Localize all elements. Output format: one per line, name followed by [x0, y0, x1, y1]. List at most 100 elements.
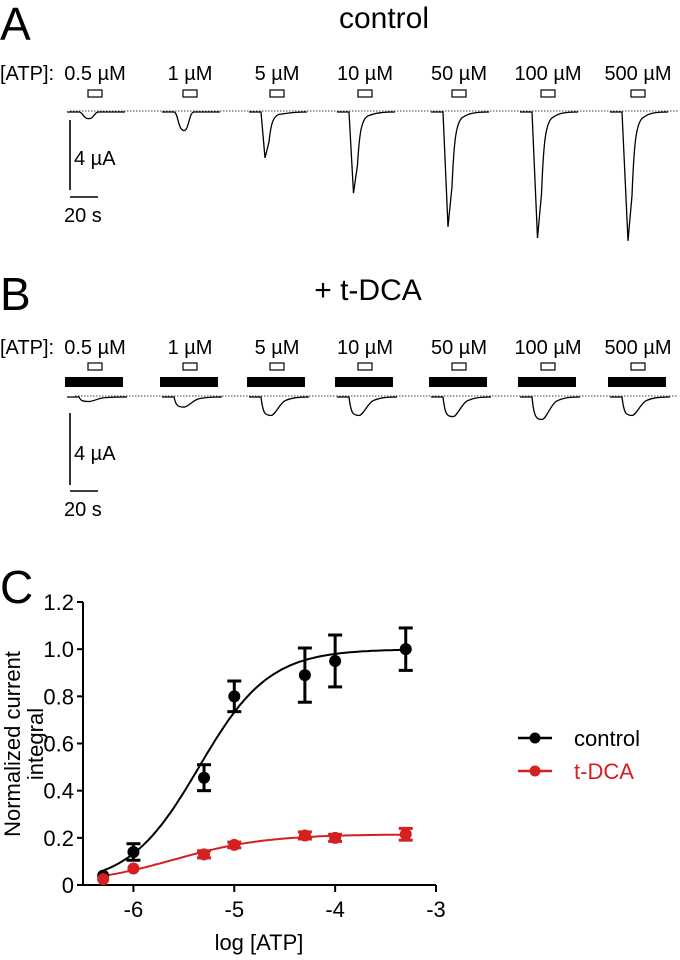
b-concentration-label: 500 µM: [604, 337, 671, 359]
b-concentration-label: 0.5 µM: [64, 337, 126, 359]
chart-y-tick-label: 1.2: [43, 590, 74, 615]
a-concentration-label: 5 µM: [255, 63, 300, 85]
b-atp-application-box: [269, 362, 285, 371]
b-current-trace: [337, 396, 398, 417]
chart-axes: 0 0.2 0.4 0.6 0.8 1.0 1.2 -6 -5 -4 -3: [43, 590, 445, 922]
b-concentration-label: 1 µM: [168, 337, 213, 359]
b-atp-application-box: [182, 362, 198, 371]
panel-a-traces: [67, 111, 669, 241]
a-atp-application-box: [540, 89, 556, 98]
chart-x-tick-label: -5: [225, 897, 245, 922]
b-atp-application-box: [630, 362, 646, 371]
data-point-t-dca: [228, 838, 241, 851]
a-atp-application-box: [269, 89, 285, 98]
data-point-control: [298, 669, 311, 682]
panel-a-letter: A: [0, 0, 31, 50]
data-point-t-dca: [298, 829, 311, 842]
chart-legend: control t-DCA: [518, 726, 640, 784]
a-atp-application-box: [182, 89, 198, 98]
chart-x-tick-label: -4: [325, 897, 345, 922]
a-current-trace: [431, 111, 490, 227]
b-current-trace: [162, 396, 223, 408]
a-concentration-label: 100 µM: [514, 63, 581, 85]
legend-marker-control: [529, 732, 541, 744]
data-point-t-dca: [198, 848, 211, 861]
a-atp-application-box: [87, 89, 103, 98]
data-point-control: [399, 643, 412, 656]
tdca-application-bar: [429, 377, 487, 387]
chart-x-axis-label: log [ATP]: [215, 930, 304, 955]
b-current-trace: [610, 396, 671, 417]
data-point-control: [329, 654, 342, 667]
a-concentration-label: 10 µM: [337, 63, 393, 85]
panel-b-application-boxes: [87, 362, 646, 371]
b-atp-application-box: [357, 362, 373, 371]
chart-y-tick-label: 1.0: [43, 637, 74, 662]
a-atp-application-box: [630, 89, 646, 98]
a-current-trace: [337, 111, 396, 194]
data-point-t-dca: [399, 828, 412, 841]
data-point-control: [198, 771, 211, 784]
chart-y-tick-label: 0.2: [43, 826, 74, 851]
chart-y-tick-label: 0.6: [43, 732, 74, 757]
chart-x-tick-label: -6: [124, 897, 144, 922]
tdca-application-bar: [335, 377, 393, 387]
b-atp-application-box: [451, 362, 467, 371]
panel-b-concentration-labels: 0.5 µM 1 µM 5 µM 10 µM 50 µM 100 µM 500 µM: [64, 337, 671, 359]
panel-b: B + t-DCA [ATP]: 0.5 µM 1 µM 5 µM 10 µM 50 µ…: [0, 268, 678, 521]
panel-c: C 0 0.2 0.4 0.6 0.8 1.0 1.2 -6 -5 -4 -3 control t-D…: [0, 561, 640, 955]
fit-curve-t-dca: [103, 833, 406, 877]
legend-marker-t-dca: [529, 765, 541, 777]
panel-c-letter: C: [0, 561, 33, 613]
panel-a-current-scale-label: 4 µA: [74, 148, 116, 170]
a-concentration-label: 0.5 µM: [64, 63, 126, 85]
panel-b-current-scale-label: 4 µA: [74, 443, 116, 465]
panel-a-atp-label: [ATP]:: [0, 63, 54, 85]
b-current-trace: [249, 396, 310, 417]
b-concentration-label: 5 µM: [255, 337, 300, 359]
chart-y-axis-label-line-1: Normalized current: [0, 651, 25, 837]
chart-y-tick-label: 0: [62, 873, 74, 898]
data-point-t-dca: [97, 873, 110, 886]
a-concentration-label: 50 µM: [431, 63, 487, 85]
chart-data-points: [97, 626, 413, 886]
b-concentration-label: 100 µM: [514, 337, 581, 359]
chart-fit-curves: [102, 648, 406, 877]
panel-a-time-scale-label: 20 s: [64, 205, 102, 227]
legend-label-control: control: [574, 726, 640, 751]
chart-y-axis-label-line-2: integral: [23, 708, 48, 780]
data-point-control: [127, 845, 140, 858]
a-current-trace: [520, 111, 579, 239]
panel-b-time-scale-label: 20 s: [64, 499, 102, 521]
chart-y-tick-label: 0.8: [43, 684, 74, 709]
legend-label-t-dca: t-DCA: [574, 759, 634, 784]
chart-x-tick-label: -3: [426, 897, 446, 922]
data-point-t-dca: [329, 831, 342, 844]
b-concentration-label: 50 µM: [431, 337, 487, 359]
a-concentration-label: 1 µM: [168, 63, 213, 85]
panel-a-concentration-labels: 0.5 µM 1 µM 5 µM 10 µM 50 µM 100 µM 500 µM: [64, 63, 671, 85]
panel-b-letter: B: [0, 268, 31, 320]
data-point-t-dca: [127, 862, 140, 875]
b-concentration-label: 10 µM: [337, 337, 393, 359]
b-current-trace: [431, 396, 492, 418]
panel-a-application-boxes: [87, 89, 646, 98]
data-point-control: [228, 690, 241, 703]
panel-a-title: control: [339, 2, 429, 35]
tdca-application-bar: [160, 377, 218, 387]
fit-curve-control: [102, 648, 406, 872]
tdca-application-bar: [65, 377, 123, 387]
a-current-trace: [610, 111, 669, 241]
a-atp-application-box: [451, 89, 467, 98]
b-current-trace: [520, 396, 581, 421]
panel-b-title: + t-DCA: [314, 274, 422, 307]
panel-b-atp-label: [ATP]:: [0, 337, 54, 359]
a-current-trace: [162, 111, 220, 132]
b-atp-application-box: [87, 362, 103, 371]
tdca-application-bar: [518, 377, 576, 387]
a-current-trace: [249, 111, 308, 159]
chart-y-tick-label: 0.4: [43, 779, 74, 804]
tdca-application-bar: [247, 377, 305, 387]
a-concentration-label: 500 µM: [604, 63, 671, 85]
